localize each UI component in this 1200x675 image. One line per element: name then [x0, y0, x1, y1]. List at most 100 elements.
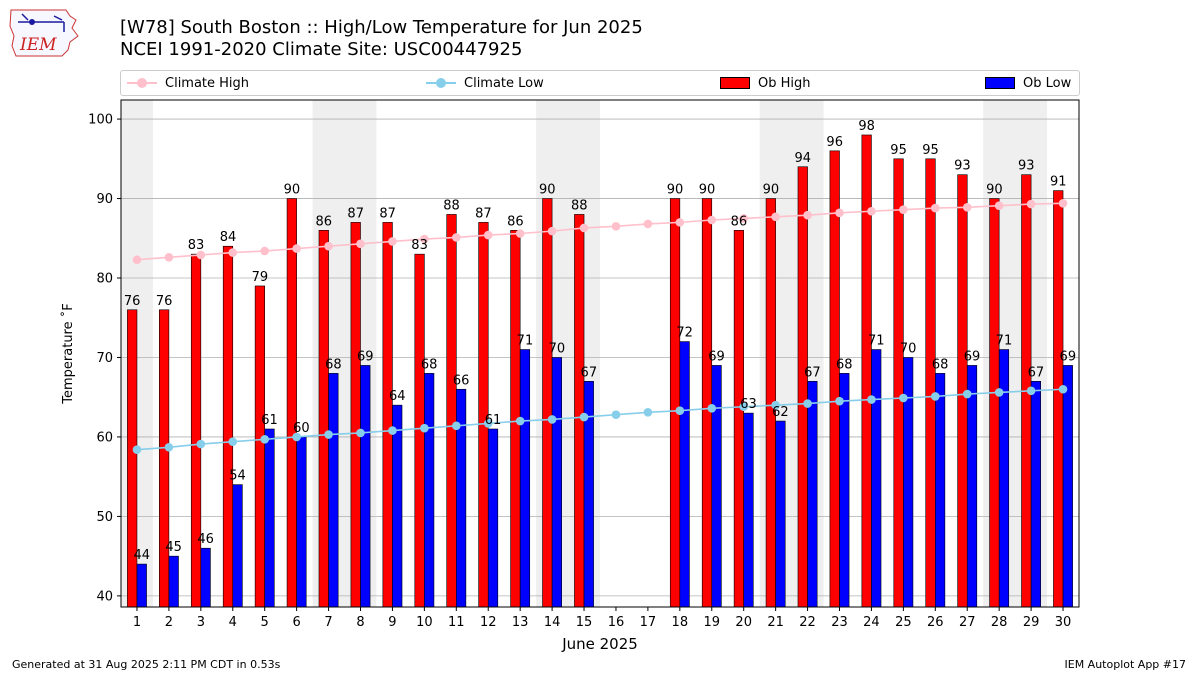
bar-ob-high	[797, 166, 808, 608]
bar-ob-high	[350, 222, 361, 608]
bar-ob-high	[669, 198, 681, 608]
climate-low-point	[196, 439, 206, 449]
label-ob-low: 68	[421, 357, 438, 372]
climate-high-point	[164, 253, 174, 262]
climate-high-point	[483, 230, 493, 240]
bar-ob-high	[286, 198, 297, 608]
label-ob-high: 79	[252, 270, 269, 285]
bar-ob-low	[360, 365, 371, 608]
bar-ob-high	[159, 309, 170, 608]
bar-ob-low	[392, 404, 403, 608]
bar-ob-high	[733, 230, 744, 608]
x-tick-label: 2	[165, 615, 173, 630]
climate-low-point	[1026, 386, 1036, 396]
bar-ob-high	[446, 214, 457, 608]
climate-low-point	[356, 428, 365, 438]
x-tick-label: 25	[895, 615, 912, 630]
label-ob-high: 83	[411, 238, 428, 253]
x-tick-label: 26	[927, 615, 944, 630]
climate-low-point	[228, 437, 238, 447]
bar-ob-low	[328, 373, 339, 608]
bar-ob-high	[542, 198, 553, 608]
climate-high-point	[867, 206, 876, 216]
bar-ob-low	[1030, 381, 1041, 608]
climate-low-point	[867, 395, 876, 404]
climate-low-point	[899, 393, 908, 403]
climate-low-point	[388, 426, 397, 435]
label-ob-high: 86	[316, 214, 333, 229]
label-ob-high: 90	[699, 183, 716, 198]
label-ob-low: 70	[900, 341, 917, 356]
bar-ob-low	[136, 563, 147, 608]
bar-ob-high	[701, 198, 713, 608]
climate-high-point	[547, 226, 557, 236]
bar-ob-high	[318, 230, 329, 608]
x-tick-label: 7	[324, 615, 332, 630]
climate-low-point	[515, 416, 525, 426]
climate-low-point	[547, 415, 557, 424]
label-ob-high: 93	[1018, 159, 1035, 174]
x-tick-label: 19	[703, 615, 720, 630]
climate-high-point	[579, 223, 589, 233]
bar-ob-low	[966, 365, 978, 608]
x-tick-label: 20	[735, 615, 752, 630]
label-ob-high: 87	[347, 206, 364, 221]
label-ob-high: 95	[922, 143, 939, 158]
climate-high-line	[136, 202, 1064, 261]
x-tick-label: 28	[991, 615, 1008, 630]
chart-subtitle: NCEI 1991-2020 Climate Site: USC00447925	[120, 39, 523, 60]
climate-low-point	[132, 445, 142, 454]
bar-ob-low	[519, 349, 531, 608]
label-ob-low: 71	[868, 334, 885, 349]
climate-high-point	[675, 218, 685, 227]
label-ob-high: 88	[571, 198, 588, 213]
label-ob-low: 69	[964, 349, 981, 364]
label-ob-high: 86	[731, 214, 748, 229]
climate-low-point	[931, 392, 940, 401]
climate-low-point	[452, 421, 461, 431]
label-ob-low: 70	[549, 341, 566, 356]
y-tick-label: 60	[96, 430, 113, 445]
label-ob-high: 90	[539, 183, 556, 198]
chart-title: [W78] South Boston :: High/Low Temperatu…	[120, 17, 643, 38]
climate-low-point	[420, 423, 429, 433]
label-ob-low: 66	[453, 373, 470, 388]
label-ob-high: 91	[1050, 175, 1067, 190]
climate-low-line	[136, 388, 1064, 451]
label-ob-high: 76	[124, 294, 141, 309]
label-ob-high: 90	[667, 183, 684, 198]
x-tick-label: 10	[416, 615, 433, 630]
bar-ob-high	[254, 285, 265, 608]
climate-high-point	[931, 203, 940, 213]
climate-high-point	[324, 241, 333, 251]
y-axis-label: Temperature ˚F	[60, 303, 76, 404]
bar-ob-low	[679, 341, 690, 608]
bar-ob-high	[829, 150, 840, 608]
bar-ob-low	[711, 365, 722, 608]
label-ob-high: 88	[443, 198, 460, 213]
x-axis-label: June 2025	[561, 635, 638, 653]
climate-high-point	[739, 214, 748, 223]
bar-ob-low	[839, 373, 850, 608]
x-tick-label: 23	[831, 615, 848, 630]
label-ob-high: 83	[188, 238, 205, 253]
x-tick-label: 16	[608, 615, 625, 630]
bar-ob-low	[998, 349, 1010, 608]
climate-high-point	[707, 215, 717, 225]
legend-swatch-climate-low	[426, 75, 456, 91]
label-ob-low: 63	[740, 397, 757, 412]
bar-ob-low	[871, 349, 882, 608]
x-tick-label: 6	[292, 615, 300, 630]
climate-low-point	[483, 419, 493, 428]
bar-ob-low	[264, 428, 275, 608]
climate-high-point	[452, 233, 461, 242]
label-ob-low: 62	[772, 405, 789, 420]
climate-high-point	[803, 210, 812, 220]
climate-high-point	[132, 255, 142, 265]
legend-label-climate-high: Climate High	[165, 75, 250, 91]
x-tick-label: 8	[356, 615, 364, 630]
climate-high-point	[962, 202, 972, 212]
climate-high-point	[420, 234, 429, 244]
x-tick-label: 4	[229, 615, 237, 630]
generated-timestamp: Generated at 31 Aug 2025 2:11 PM CDT in …	[12, 658, 281, 671]
